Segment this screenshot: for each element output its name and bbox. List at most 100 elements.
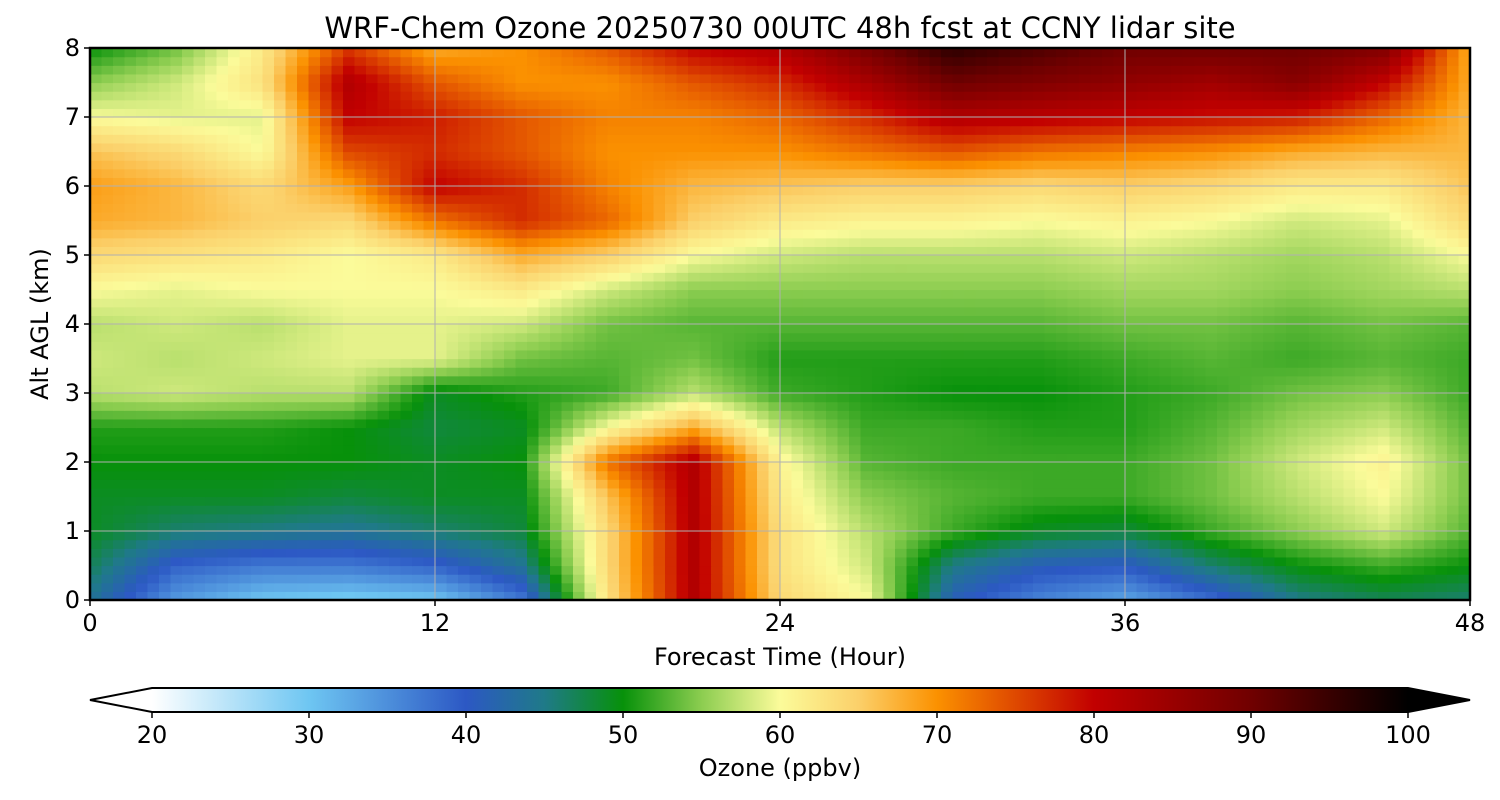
heatmap-cell (492, 332, 505, 342)
heatmap-cell (1125, 436, 1138, 446)
heatmap-cell (1447, 246, 1460, 256)
heatmap-cell (883, 306, 896, 316)
heatmap-cell (1320, 574, 1333, 584)
heatmap-cell (377, 367, 390, 377)
heatmap-cell (780, 255, 793, 265)
heatmap-cell (90, 306, 103, 316)
heatmap-cell (1309, 418, 1322, 429)
heatmap-cell (1309, 306, 1322, 316)
heatmap-cell (906, 591, 919, 600)
heatmap-cell (308, 375, 321, 385)
heatmap-cell (1424, 306, 1437, 316)
heatmap-cell (1366, 531, 1379, 541)
heatmap-cell (1297, 539, 1310, 549)
heatmap-cell (423, 574, 436, 584)
heatmap-cell (366, 341, 379, 351)
heatmap-cell (446, 582, 459, 592)
heatmap-cell (331, 272, 344, 282)
heatmap-cell (975, 401, 988, 411)
heatmap-cell (492, 255, 505, 265)
heatmap-cell (630, 470, 643, 480)
heatmap-cell (780, 272, 793, 282)
heatmap-cell (987, 298, 1000, 308)
heatmap-cell (722, 306, 735, 316)
heatmap-cell (147, 367, 160, 377)
heatmap-cell (665, 539, 678, 549)
heatmap-cell (584, 255, 597, 265)
heatmap-cell (745, 280, 758, 291)
heatmap-cell (826, 263, 839, 273)
heatmap-cell (446, 548, 459, 558)
heatmap-cell (1332, 315, 1345, 325)
heatmap-cell (734, 427, 747, 437)
heatmap-cell (1044, 565, 1057, 575)
heatmap-cell (1136, 263, 1149, 273)
heatmap-cell (1067, 496, 1080, 506)
heatmap-cell (1424, 556, 1437, 567)
heatmap-cell (711, 384, 724, 394)
heatmap-cell (1240, 298, 1253, 308)
heatmap-cell (975, 246, 988, 256)
heatmap-cell (320, 574, 333, 584)
heatmap-cell (780, 462, 793, 472)
heatmap-cell (780, 539, 793, 549)
heatmap-cell (538, 505, 551, 515)
heatmap-cell (653, 531, 666, 541)
heatmap-cell (596, 332, 609, 342)
heatmap-cell (1159, 401, 1172, 411)
heatmap-cell (400, 548, 413, 558)
heatmap-cell (527, 332, 540, 342)
heatmap-cell (1056, 591, 1069, 600)
heatmap-cell (665, 479, 678, 489)
heatmap-cell (1205, 263, 1218, 273)
heatmap-cell (987, 522, 1000, 532)
heatmap-cell (538, 324, 551, 334)
heatmap-cell (1424, 444, 1437, 454)
heatmap-cell (918, 358, 931, 368)
heatmap-cell (1182, 324, 1195, 334)
heatmap-cell (251, 358, 264, 368)
heatmap-cell (504, 306, 517, 316)
heatmap-cell (630, 341, 643, 351)
heatmap-cell (1182, 522, 1195, 532)
heatmap-cell (1240, 246, 1253, 256)
heatmap-cell (377, 487, 390, 498)
heatmap-cell (481, 315, 494, 325)
heatmap-cell (665, 306, 678, 316)
heatmap-cell (929, 462, 942, 472)
heatmap-cell (1205, 444, 1218, 454)
heatmap-cell (354, 401, 367, 411)
heatmap-cell (757, 556, 770, 567)
heatmap-cell (596, 427, 609, 437)
heatmap-cell (1171, 418, 1184, 429)
heatmap-cell (952, 289, 965, 299)
heatmap-cell (1056, 462, 1069, 472)
heatmap-cell (1194, 539, 1207, 549)
heatmap-cell (389, 280, 402, 291)
heatmap-cell (952, 349, 965, 360)
heatmap-cell (826, 522, 839, 532)
heatmap-cell (1366, 444, 1379, 454)
heatmap-cell (182, 246, 195, 256)
heatmap-cell (492, 418, 505, 429)
heatmap-cell (975, 582, 988, 592)
heatmap-cell (768, 574, 781, 584)
heatmap-cell (653, 272, 666, 282)
heatmap-cell (297, 255, 310, 265)
heatmap-cell (561, 444, 574, 454)
heatmap-cell (964, 272, 977, 282)
heatmap-cell (193, 444, 206, 454)
heatmap-cell (297, 470, 310, 480)
heatmap-cell (216, 513, 229, 523)
heatmap-cell (1228, 384, 1241, 394)
heatmap-cell (1125, 332, 1138, 342)
heatmap-cell (297, 462, 310, 472)
heatmap-cell (1401, 574, 1414, 584)
heatmap-cell (147, 349, 160, 360)
heatmap-cell (883, 324, 896, 334)
heatmap-cell (987, 332, 1000, 342)
heatmap-cell (262, 591, 275, 600)
heatmap-cell (1263, 298, 1276, 308)
heatmap-cell (1056, 401, 1069, 411)
heatmap-cell (734, 479, 747, 489)
